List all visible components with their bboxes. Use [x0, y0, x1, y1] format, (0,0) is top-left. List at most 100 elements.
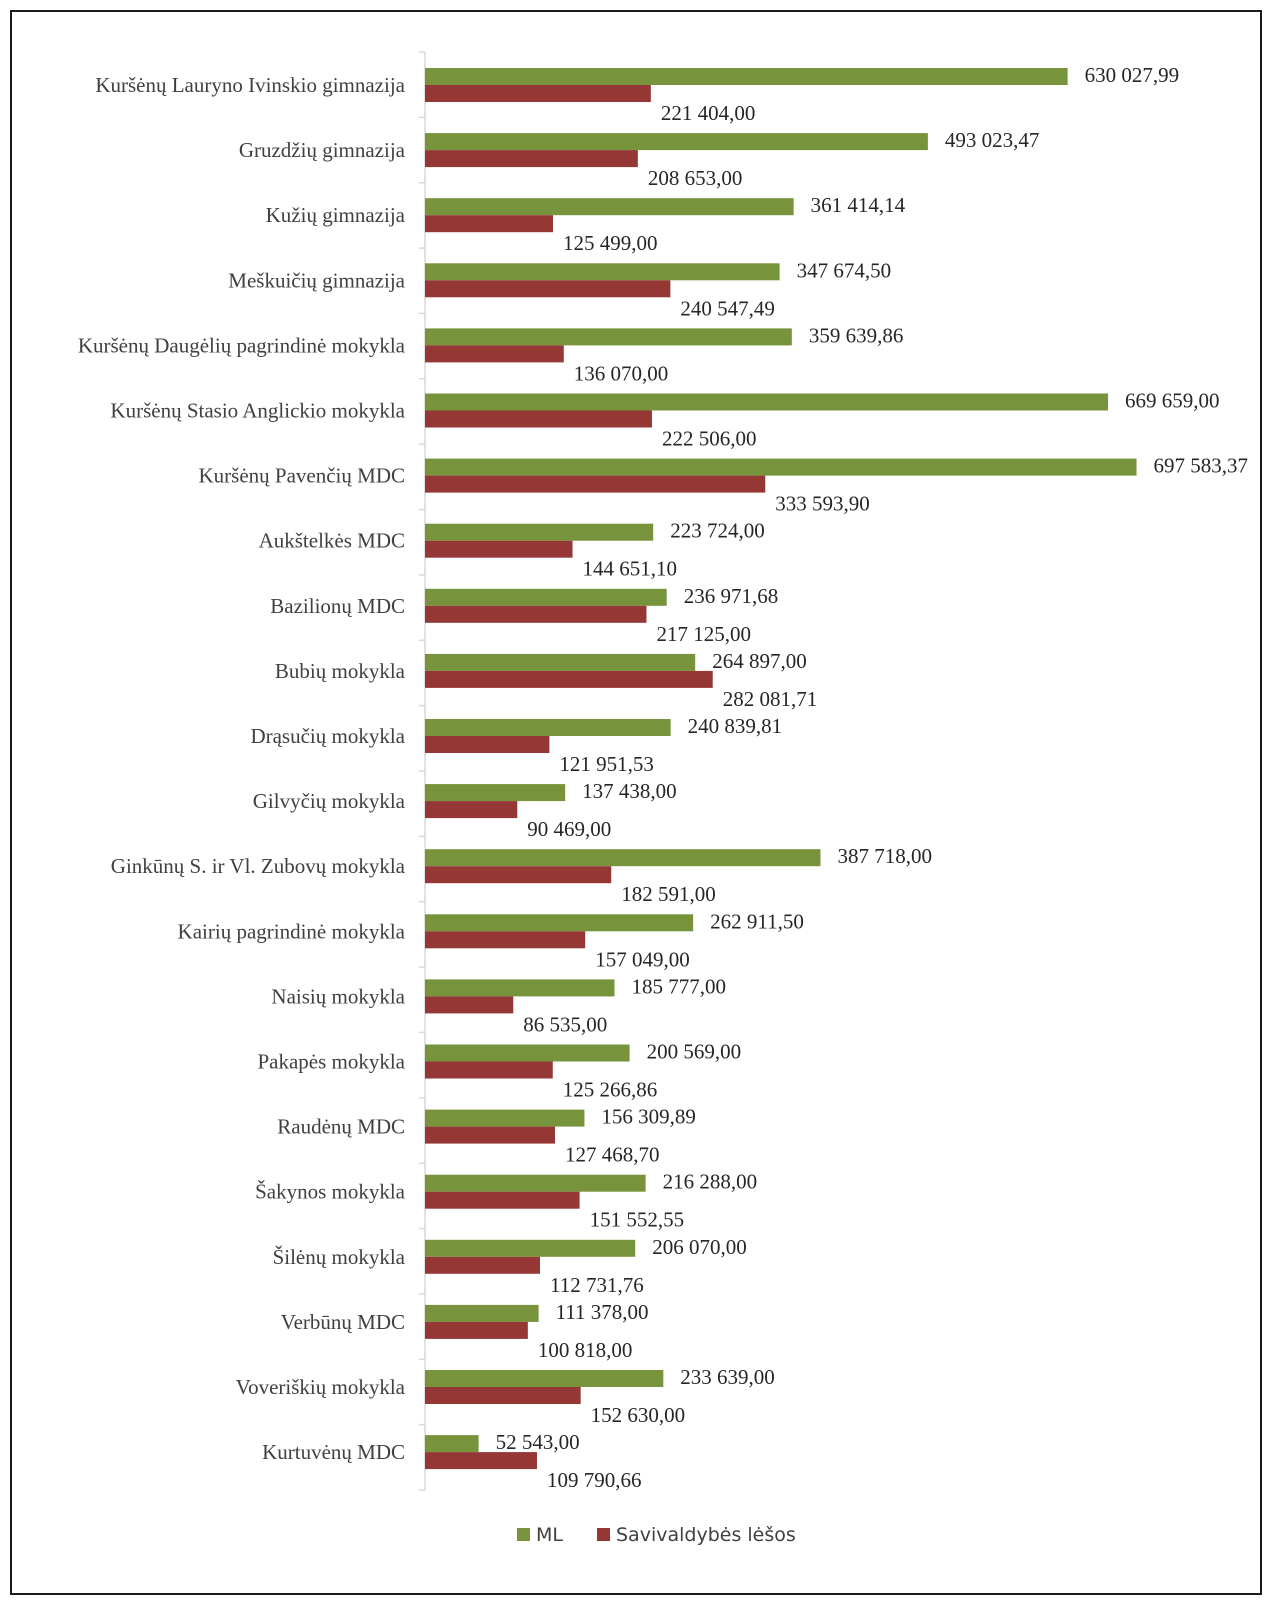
category-label: Kairių pagrindinė mokykla: [178, 919, 406, 943]
bar-savivaldybes-lesos: [425, 1257, 540, 1274]
category-label: Ginkūnų S. ir Vl. Zubovų mokykla: [111, 854, 406, 878]
data-label-savivaldybes-lesos: 221 404,00: [661, 101, 756, 125]
data-label-savivaldybes-lesos: 136 070,00: [574, 361, 669, 385]
category-labels: Kuršėnų Lauryno Ivinskio gimnazija Gruzdž…: [78, 73, 406, 1464]
category-label: Kužių gimnazija: [266, 203, 406, 227]
bar-savivaldybes-lesos: [425, 85, 651, 102]
category-label: Naisių mokykla: [271, 984, 405, 1008]
legend: ML Savivaldybės lėšos: [517, 1524, 796, 1546]
category-label: Kuršėnų Lauryno Ivinskio gimnazija: [95, 73, 405, 97]
category-label: Meškuičių gimnazija: [228, 268, 405, 292]
bar-savivaldybes-lesos: [425, 345, 564, 362]
data-label-savivaldybes-lesos: 222 506,00: [662, 427, 757, 451]
data-label-savivaldybes-lesos: 152 630,00: [591, 1403, 686, 1427]
category-label: Kurtuvėnų MDC: [262, 1440, 405, 1464]
data-label-ml: 185 777,00: [631, 974, 726, 998]
data-label-savivaldybes-lesos: 217 125,00: [656, 622, 751, 646]
category-label: Aukštelkės MDC: [259, 529, 405, 553]
bar-savivaldybes-lesos: [425, 1192, 580, 1209]
data-label-savivaldybes-lesos: 86 535,00: [523, 1012, 607, 1036]
data-label-ml: 347 674,50: [797, 258, 892, 282]
category-label: Verbūnų MDC: [281, 1310, 405, 1334]
bar-ml: [425, 459, 1137, 476]
data-label-savivaldybes-lesos: 282 081,71: [723, 687, 818, 711]
bar-savivaldybes-lesos: [425, 541, 573, 558]
legend-swatch-savivaldybes: [597, 1528, 610, 1541]
bar-ml: [425, 914, 693, 931]
data-label-savivaldybes-lesos: 125 499,00: [563, 231, 658, 255]
category-label: Kuršėnų Pavenčių MDC: [199, 464, 405, 488]
bar-ml: [425, 328, 792, 345]
bar-savivaldybes-lesos: [425, 1062, 553, 1079]
data-label-savivaldybes-lesos: 144 651,10: [583, 557, 678, 581]
bar-savivaldybes-lesos: [425, 411, 652, 428]
data-label-savivaldybes-lesos: 333 593,90: [775, 492, 870, 516]
data-label-ml: 359 639,86: [809, 323, 904, 347]
category-label: Voveriškių mokykla: [236, 1375, 406, 1399]
bar-ml: [425, 394, 1108, 411]
bar-savivaldybes-lesos: [425, 996, 513, 1013]
bar-ml: [425, 589, 667, 606]
bar-ml: [425, 68, 1068, 85]
data-label-savivaldybes-lesos: 127 468,70: [565, 1143, 660, 1167]
data-label-savivaldybes-lesos: 125 266,86: [563, 1078, 658, 1102]
legend-label-savivaldybes: Savivaldybės lėšos: [616, 1524, 796, 1546]
data-label-ml: 206 070,00: [652, 1235, 747, 1259]
data-label-savivaldybes-lesos: 90 469,00: [527, 817, 611, 841]
data-label-ml: 669 659,00: [1125, 389, 1220, 413]
category-label: Gilvyčių mokykla: [253, 789, 406, 813]
data-label-savivaldybes-lesos: 121 951,53: [559, 752, 654, 776]
data-label-ml: 387 718,00: [837, 844, 932, 868]
bar-ml: [425, 263, 780, 280]
legend-label-ml: ML: [536, 1524, 563, 1546]
category-label: Bubių mokykla: [275, 659, 406, 683]
bar-savivaldybes-lesos: [425, 1387, 581, 1404]
data-label-ml: 240 839,81: [688, 714, 783, 738]
data-label-ml: 264 897,00: [712, 649, 807, 673]
bar-ml: [425, 719, 671, 736]
data-label-ml: 236 971,68: [684, 584, 779, 608]
bar-savivaldybes-lesos: [425, 280, 670, 297]
data-label-ml: 137 438,00: [582, 779, 677, 803]
data-label-ml: 52 543,00: [496, 1430, 580, 1454]
data-label-ml: 216 288,00: [663, 1170, 758, 1194]
data-label-savivaldybes-lesos: 100 818,00: [538, 1338, 633, 1362]
data-label-ml: 233 639,00: [680, 1365, 775, 1389]
bar-savivaldybes-lesos: [425, 1452, 537, 1469]
bar-savivaldybes-lesos: [425, 215, 553, 232]
data-label-ml: 223 724,00: [670, 519, 765, 543]
bar-ml: [425, 1110, 584, 1127]
category-label: Pakapės mokykla: [257, 1050, 405, 1074]
bar-savivaldybes-lesos: [425, 1322, 528, 1339]
bar-savivaldybes-lesos: [425, 736, 549, 753]
data-label-ml: 200 569,00: [647, 1040, 742, 1064]
bar-ml: [425, 1045, 630, 1062]
data-label-savivaldybes-lesos: 208 653,00: [648, 166, 743, 190]
bar-ml: [425, 1175, 646, 1192]
category-label: Raudėnų MDC: [277, 1115, 405, 1139]
category-label: Gruzdžių gimnazija: [239, 138, 406, 162]
bar-ml: [425, 524, 653, 541]
bar-savivaldybes-lesos: [425, 150, 638, 167]
bar-ml: [425, 654, 695, 671]
bars: [425, 68, 1137, 1469]
bar-savivaldybes-lesos: [425, 606, 646, 623]
category-label: Kuršėnų Daugėlių pagrindinė mokykla: [78, 333, 406, 357]
data-label-savivaldybes-lesos: 157 049,00: [595, 947, 690, 971]
bar-savivaldybes-lesos: [425, 801, 517, 818]
bar-savivaldybes-lesos: [425, 1127, 555, 1144]
data-label-savivaldybes-lesos: 240 547,49: [680, 296, 775, 320]
bar-savivaldybes-lesos: [425, 671, 713, 688]
data-label-savivaldybes-lesos: 182 591,00: [621, 882, 716, 906]
bar-ml: [425, 979, 614, 996]
bar-ml: [425, 849, 820, 866]
category-label: Šakynos mokykla: [255, 1180, 406, 1204]
bar-ml: [425, 784, 565, 801]
data-label-savivaldybes-lesos: 151 552,55: [590, 1208, 685, 1232]
category-label: Drąsučių mokykla: [250, 724, 405, 748]
bar-savivaldybes-lesos: [425, 866, 611, 883]
bar-ml: [425, 1370, 663, 1387]
data-label-ml: 156 309,89: [601, 1105, 696, 1129]
data-label-ml: 111 378,00: [556, 1300, 649, 1324]
